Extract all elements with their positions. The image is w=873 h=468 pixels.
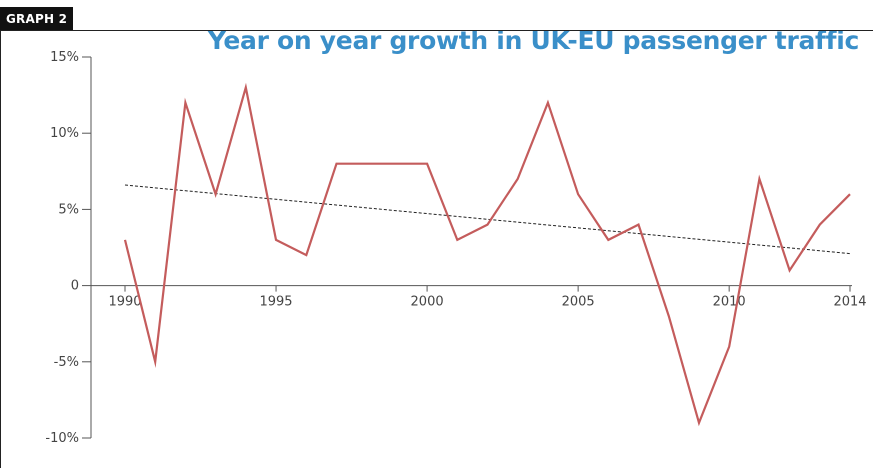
y-tick-label: -5%: [54, 355, 79, 370]
y-tick-label: 15%: [50, 50, 79, 65]
y-tick-label: -10%: [45, 431, 79, 446]
x-tick-label: 1995: [259, 295, 292, 310]
series-growth-line: [123, 82, 851, 427]
y-tick-label: 0: [71, 279, 79, 294]
x-tick-label: 2014: [833, 295, 866, 310]
x-tick-label: 1990: [108, 295, 141, 310]
graph-tag: GRAPH 2: [0, 7, 74, 31]
x-tick-label: 2000: [411, 295, 444, 310]
x-tick-label: 2005: [562, 295, 595, 310]
trend-line: [124, 184, 851, 255]
y-tick-label: 10%: [50, 126, 79, 141]
x-tick-label: 2010: [713, 295, 746, 310]
y-tick-label: 5%: [58, 202, 79, 217]
